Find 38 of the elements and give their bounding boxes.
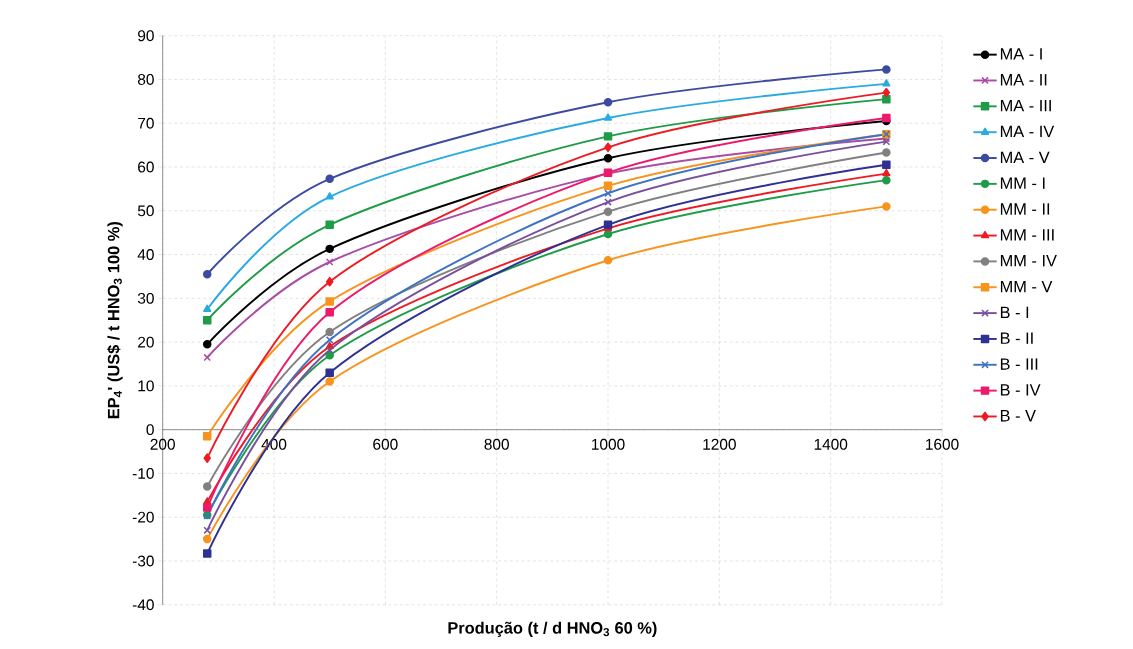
y-tick-label: 80 bbox=[137, 73, 154, 85]
legend-label: B - I bbox=[1000, 306, 1029, 318]
y-tick-label: 50 bbox=[137, 205, 154, 217]
y-tick-label: 30 bbox=[137, 292, 154, 304]
legend-label: MM - IV bbox=[1000, 254, 1057, 267]
x-axis-title: Produção (t / d HNO$_{3}$ 60 %) bbox=[448, 621, 657, 637]
x-tick-label: 800 bbox=[484, 438, 509, 450]
legend-label: B - IV bbox=[1000, 384, 1041, 396]
y-tick-label: 20 bbox=[138, 336, 154, 348]
legend-label: B - III bbox=[1000, 358, 1038, 370]
y-tick-label: -20 bbox=[132, 511, 154, 523]
legend-label: MM - V bbox=[1000, 280, 1053, 293]
y-axis-title: EP$_{4}$' (US$ / t HNO$_{3}$ 100 %) bbox=[107, 221, 123, 419]
y-tick-label: 40 bbox=[137, 249, 154, 260]
legend-label: MM - II bbox=[1000, 203, 1050, 215]
x-tick-label: 1000 bbox=[592, 438, 625, 450]
legend-label: MA - IV bbox=[1000, 125, 1055, 138]
y-tick-label: -30 bbox=[132, 555, 154, 567]
x-tick-label: 600 bbox=[373, 438, 398, 450]
legend-label: MM - III bbox=[1000, 229, 1054, 241]
legend-label: MA - II bbox=[1000, 74, 1047, 86]
legend-label: MA - III bbox=[1000, 99, 1051, 112]
legend-label: MA - V bbox=[1000, 151, 1050, 163]
x-tick-label: 1400 bbox=[814, 438, 848, 450]
legend-label: MM - I bbox=[1000, 177, 1045, 189]
legend-label: B - V bbox=[1000, 410, 1036, 422]
legend-label: MA - I bbox=[1000, 48, 1042, 60]
y-tick-label: -10 bbox=[132, 467, 154, 479]
legend-label: B - II bbox=[1000, 332, 1033, 344]
y-tick-label: 70 bbox=[138, 117, 154, 129]
x-tick-label: 1200 bbox=[703, 438, 736, 450]
x-tick-label: 1600 bbox=[926, 438, 959, 450]
y-tick-label: 60 bbox=[138, 161, 154, 173]
y-tick-label: 10 bbox=[138, 380, 154, 392]
y-tick-label: 90 bbox=[138, 30, 154, 42]
y-tick-label: 0 bbox=[146, 424, 154, 436]
x-tick-label: 200 bbox=[150, 438, 175, 450]
y-tick-label: -40 bbox=[132, 599, 154, 611]
